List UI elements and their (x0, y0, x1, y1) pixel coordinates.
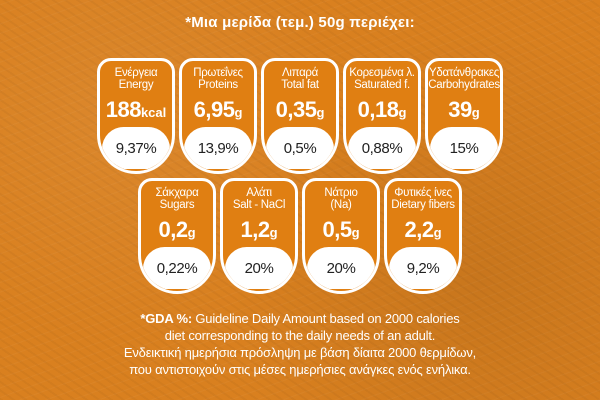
serving-header: *Μια μερίδα (τεμ.) 50g περιέχει: (185, 14, 415, 31)
gda-percent: 0,5% (283, 139, 317, 157)
value-number: 39 (448, 97, 472, 122)
value-number: 0,2 (158, 217, 188, 242)
nutrient-value: 0,35g (264, 98, 336, 122)
nutrient-label: Ενέργεια Energy (100, 67, 172, 91)
gda-percent: 9,2% (406, 259, 440, 277)
value-unit: g (187, 225, 196, 240)
label-english: Energy (118, 79, 154, 91)
nutrient-label: Κορεσμένα λ. Saturated f. (346, 67, 418, 91)
nutrient-label: Σάκχαρα Sugars (141, 187, 213, 211)
nutrient-card-sugars: Σάκχαρα Sugars 0,2g 0,22% (138, 178, 216, 294)
label-english: Dietary fibers (391, 199, 455, 211)
label-greek: Πρωτεΐνες (193, 67, 243, 79)
footnote-line-3: Ενδεικτική ημερήσια πρόσληψη με βάση δία… (123, 345, 477, 360)
gda-percent-area: 9,2% (389, 247, 457, 289)
value-unit: g (471, 105, 480, 120)
nutrient-card-saturated-fat: Κορεσμένα λ. Saturated f. 0,18g 0,88% (343, 58, 421, 174)
nutrient-value: 0,18g (346, 98, 418, 122)
label-greek: Νάτριο (324, 187, 358, 199)
value-unit: kcal (140, 105, 167, 120)
nutrient-row-2: Σάκχαρα Sugars 0,2g 0,22% Αλάτι Salt - N… (0, 178, 600, 294)
nutrient-label: Φυτικές ίνες Dietary fibers (387, 187, 459, 211)
nutrient-card-carbohydrates: Υδατάνθρακες Carbohydrates 39g 15% (425, 58, 503, 174)
value-number: 188 (105, 97, 142, 122)
gda-percent: 20% (326, 259, 356, 277)
gda-percent-area: 0,88% (348, 127, 416, 169)
gda-percent-area: 13,9% (184, 127, 252, 169)
label-greek: Αλάτι (246, 187, 272, 199)
nutrient-value: 1,2g (223, 218, 295, 242)
nutrient-value: 2,2g (387, 218, 459, 242)
gda-percent: 15% (449, 139, 479, 157)
gda-percent: 13,9% (197, 139, 239, 157)
nutrient-card-energy: Ενέργεια Energy 188kcal 9,37% (97, 58, 175, 174)
value-number: 0,35 (275, 97, 317, 122)
value-number: 6,95 (193, 97, 235, 122)
nutrient-card-total-fat: Λιπαρά Total fat 0,35g 0,5% (261, 58, 339, 174)
nutrient-card-sodium: Νάτριο (Na) 0,5g 20% (302, 178, 380, 294)
label-english: Salt - NaCl (232, 199, 286, 211)
value-unit: g (351, 225, 360, 240)
footnote-line-2: diet corresponding to the daily needs of… (164, 328, 436, 343)
footnote-text: Guideline Daily Amount based on 2000 cal… (191, 311, 460, 326)
nutrient-card-proteins: Πρωτεΐνες Proteins 6,95g 13,9% (179, 58, 257, 174)
gda-percent: 0,88% (361, 139, 403, 157)
gda-percent-area: 0,22% (143, 247, 211, 289)
nutrient-card-salt: Αλάτι Salt - NaCl 1,2g 20% (220, 178, 298, 294)
gda-percent-area: 0,5% (266, 127, 334, 169)
nutrient-value: 188kcal (100, 98, 172, 122)
nutrient-label: Υδατάνθρακες Carbohydrates (428, 67, 500, 91)
label-greek: Σάκχαρα (155, 187, 199, 199)
label-greek: Υδατάνθρακες (429, 67, 499, 79)
label-greek: Λιπαρά (281, 67, 319, 79)
value-unit: g (398, 105, 407, 120)
label-greek: Κορεσμένα λ. (349, 67, 415, 79)
value-unit: g (316, 105, 325, 120)
label-english: Sugars (159, 199, 195, 211)
nutrient-label: Πρωτεΐνες Proteins (182, 67, 254, 91)
value-number: 0,5 (322, 217, 352, 242)
value-unit: g (433, 225, 442, 240)
gda-label: *GDA %: (140, 311, 192, 326)
label-english: Proteins (198, 79, 238, 91)
nutrient-value: 6,95g (182, 98, 254, 122)
gda-percent-area: 15% (430, 127, 498, 169)
value-unit: g (269, 225, 278, 240)
gda-percent-area: 20% (225, 247, 293, 289)
label-english: Carbohydrates (428, 79, 500, 91)
nutrient-label: Αλάτι Salt - NaCl (223, 187, 295, 211)
gda-footnote: *GDA %: Guideline Daily Amount based on … (0, 310, 600, 378)
label-english: (Na) (330, 199, 352, 211)
value-unit: g (234, 105, 243, 120)
value-number: 1,2 (240, 217, 270, 242)
nutrient-value: 0,2g (141, 218, 213, 242)
nutrient-row-1: Ενέργεια Energy 188kcal 9,37% Πρωτεΐνες … (0, 58, 600, 174)
nutrient-card-dietary-fibers: Φυτικές ίνες Dietary fibers 2,2g 9,2% (384, 178, 462, 294)
footnote-line-1: *GDA %: Guideline Daily Amount based on … (0, 310, 600, 327)
label-english: Saturated f. (354, 79, 410, 91)
gda-percent-area: 9,37% (102, 127, 170, 169)
gda-percent-area: 20% (307, 247, 375, 289)
gda-percent: 9,37% (115, 139, 157, 157)
nutrient-label: Λιπαρά Total fat (264, 67, 336, 91)
nutrient-label: Νάτριο (Na) (305, 187, 377, 211)
gda-percent: 20% (244, 259, 274, 277)
label-greek: Ενέργεια (114, 67, 158, 79)
nutrient-value: 0,5g (305, 218, 377, 242)
label-english: Total fat (281, 79, 319, 91)
footnote-line-4: που αντιστοιχούν στις μέσες ημερήσιες αν… (129, 362, 471, 377)
value-number: 2,2 (404, 217, 434, 242)
gda-percent: 0,22% (156, 259, 198, 277)
label-greek: Φυτικές ίνες (394, 187, 452, 199)
value-number: 0,18 (357, 97, 399, 122)
nutrient-value: 39g (428, 98, 500, 122)
